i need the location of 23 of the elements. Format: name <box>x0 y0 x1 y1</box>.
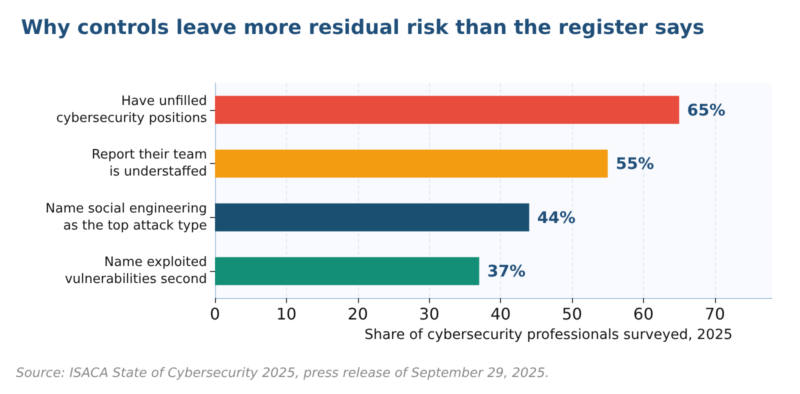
x-tick-label: 70 <box>704 304 726 324</box>
data-label: 55% <box>616 154 654 174</box>
bar <box>215 203 530 232</box>
chart-title: Why controls leave more residual risk than the register says <box>21 15 704 39</box>
x-tick-label: 40 <box>490 304 511 324</box>
bar <box>215 257 480 286</box>
y-tick-label: Report their team is understaffed <box>92 148 207 180</box>
data-label: 44% <box>537 208 576 227</box>
x-tick-label: 20 <box>348 304 368 324</box>
y-tick-label: Name social engineering as the top attack type <box>46 201 207 234</box>
x-tick-label: 50 <box>562 304 582 324</box>
bar <box>215 96 680 124</box>
x-tick-label: 30 <box>419 304 440 324</box>
x-tick-label: 10 <box>276 304 297 324</box>
bar <box>215 150 608 178</box>
y-tick-label: Have unfilled cybersecurity positions <box>56 94 208 126</box>
x-tick-label: 0 <box>210 304 220 324</box>
y-tick-label: Name exploited vulnerabilities second <box>64 255 207 288</box>
data-label: 65% <box>687 100 726 120</box>
x-axis-title: Share of cybersecurity professionals surveyed, 2025 <box>364 327 733 343</box>
source-note: Source: ISACA State of Cybersecurity 2025, press release of September 29, 2025. <box>16 366 550 381</box>
data-label: 37% <box>487 262 526 281</box>
x-tick-label: 60 <box>633 304 654 324</box>
